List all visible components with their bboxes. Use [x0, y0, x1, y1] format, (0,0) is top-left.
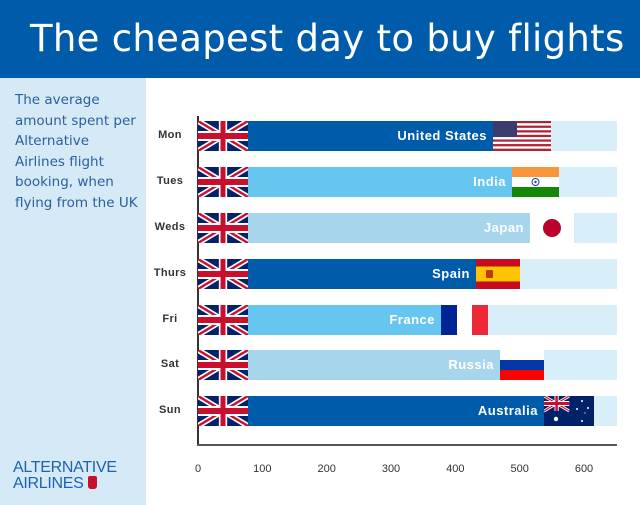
- uk-flag-icon: [198, 259, 248, 289]
- bar-fri: France: [198, 305, 488, 335]
- bar-mon: United States: [198, 121, 551, 151]
- us-flag-icon: [493, 121, 551, 151]
- bar-sun: Australia: [198, 396, 594, 426]
- bar-sat: Russia: [198, 350, 544, 380]
- destination-label: United States: [397, 128, 487, 143]
- uk-flag-icon: [198, 396, 248, 426]
- x-tick-label: 500: [510, 463, 529, 475]
- luggage-tag-icon: [87, 476, 97, 489]
- destination-label: Japan: [483, 220, 524, 235]
- day-label-tues: Tues: [156, 175, 184, 187]
- day-label-sat: Sat: [160, 358, 180, 370]
- bar-weds: Japan: [198, 213, 574, 243]
- destination-label: India: [473, 174, 506, 189]
- uk-flag-icon: [198, 167, 248, 197]
- chart-description: The average amount spent per Alternative…: [15, 92, 138, 211]
- destination-label: Russia: [448, 357, 494, 372]
- uk-flag-icon: [198, 305, 248, 335]
- x-tick-label: 100: [253, 463, 272, 475]
- spain-flag-icon: [476, 259, 520, 289]
- australia-flag-icon: [544, 396, 594, 426]
- bar-thurs: Spain: [198, 259, 520, 289]
- logo-line-2: AIRLINES: [13, 475, 84, 492]
- bar-chart: Mon United States Tues India Weds Japan Thurs S…: [146, 78, 640, 505]
- logo-line-1: ALTERNATIVE: [13, 459, 117, 476]
- page-title: The cheapest day to buy flights: [0, 0, 640, 78]
- destination-label: France: [389, 312, 435, 327]
- day-label-weds: Weds: [154, 221, 186, 233]
- uk-flag-icon: [198, 213, 248, 243]
- uk-flag-icon: [198, 121, 248, 151]
- bar-fill: [198, 396, 544, 426]
- bar-fill: [198, 167, 512, 197]
- japan-flag-icon: [530, 213, 574, 243]
- russia-flag-icon: [500, 350, 544, 380]
- day-label-sun: Sun: [159, 404, 181, 416]
- x-tick-label: 0: [194, 463, 202, 475]
- destination-label: Spain: [432, 266, 470, 281]
- bar-fill: [198, 213, 530, 243]
- destination-label: Australia: [477, 403, 538, 418]
- x-tick-label: 300: [381, 463, 401, 475]
- x-tick-label: 400: [446, 463, 465, 475]
- alternative-airlines-logo: ALTERNATIVE AIRLINES: [13, 460, 117, 492]
- day-label-fri: Fri: [162, 313, 178, 325]
- x-tick-label: 600: [574, 463, 594, 475]
- day-label-thurs: Thurs: [153, 267, 187, 279]
- uk-flag-icon: [198, 350, 248, 380]
- x-tick-label: 200: [317, 463, 336, 475]
- india-flag-icon: [512, 167, 559, 197]
- bar-tues: India: [198, 167, 559, 197]
- bar-fill: [198, 350, 500, 380]
- day-label-mon: Mon: [158, 129, 182, 141]
- sidebar: The average amount spent per Alternative…: [0, 78, 146, 505]
- france-flag-icon: [441, 305, 488, 335]
- x-axis-line: [197, 444, 617, 446]
